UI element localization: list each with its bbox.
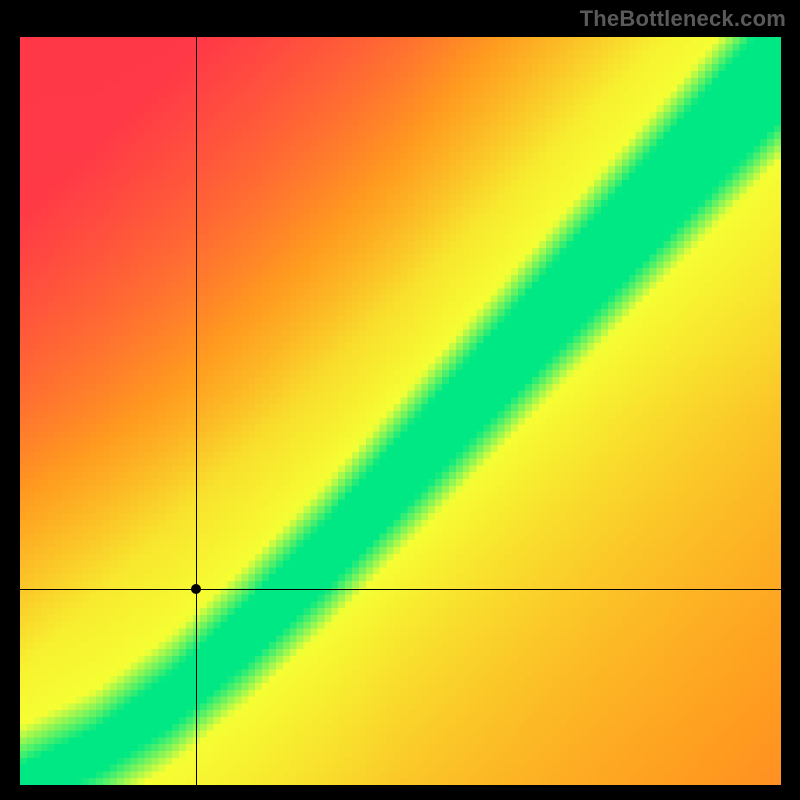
- heatmap-canvas: [20, 37, 781, 785]
- plot-frame: [17, 34, 784, 788]
- heatmap-plot-area: [20, 37, 781, 785]
- chart-container: TheBottleneck.com: [0, 0, 800, 800]
- selection-marker-dot: [191, 584, 201, 594]
- watermark-text: TheBottleneck.com: [580, 6, 786, 32]
- crosshair-horizontal: [20, 589, 781, 590]
- crosshair-vertical: [196, 37, 197, 785]
